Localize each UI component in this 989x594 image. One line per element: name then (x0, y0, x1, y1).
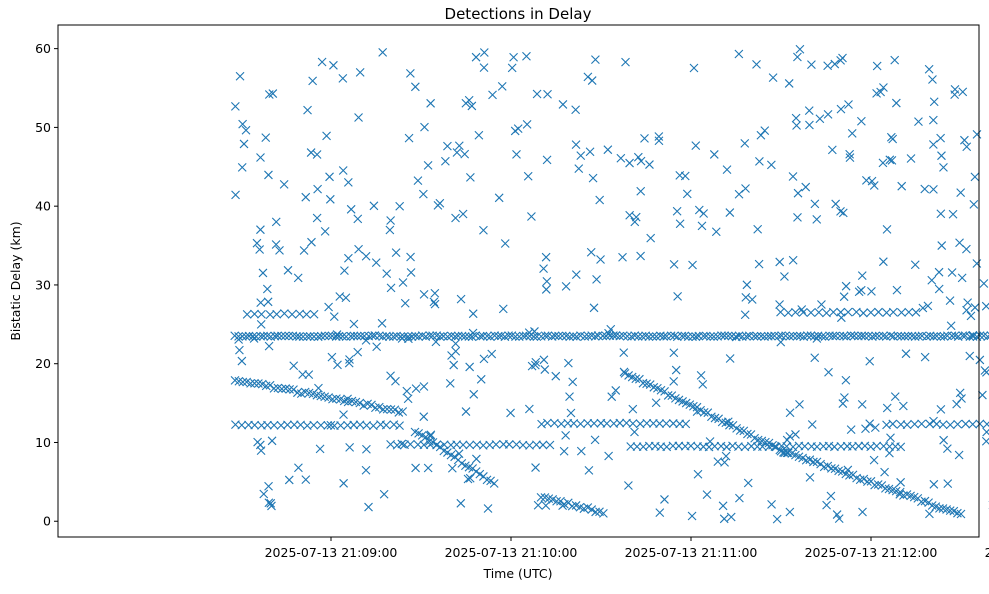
x-tick-label: 2025-07-13 21:13:00 (985, 545, 989, 560)
x-tick-label: 2025-07-13 21:09:00 (265, 545, 398, 560)
y-tick-label: 40 (35, 199, 51, 214)
x-tick-label: 2025-07-13 21:11:00 (625, 545, 758, 560)
chart-title: Detections in Delay (445, 5, 592, 23)
y-tick-label: 50 (35, 120, 51, 135)
y-tick-label: 60 (35, 41, 51, 56)
x-tick-label: 2025-07-13 21:12:00 (805, 545, 938, 560)
y-tick-label: 30 (35, 277, 51, 292)
y-axis-label: Bistatic Delay (km) (8, 221, 23, 340)
y-tick-label: 10 (35, 435, 51, 450)
x-tick-label: 2025-07-13 21:10:00 (445, 545, 578, 560)
y-tick-label: 20 (35, 356, 51, 371)
y-tick-label: 0 (43, 514, 51, 529)
x-axis-label: Time (UTC) (482, 566, 552, 581)
